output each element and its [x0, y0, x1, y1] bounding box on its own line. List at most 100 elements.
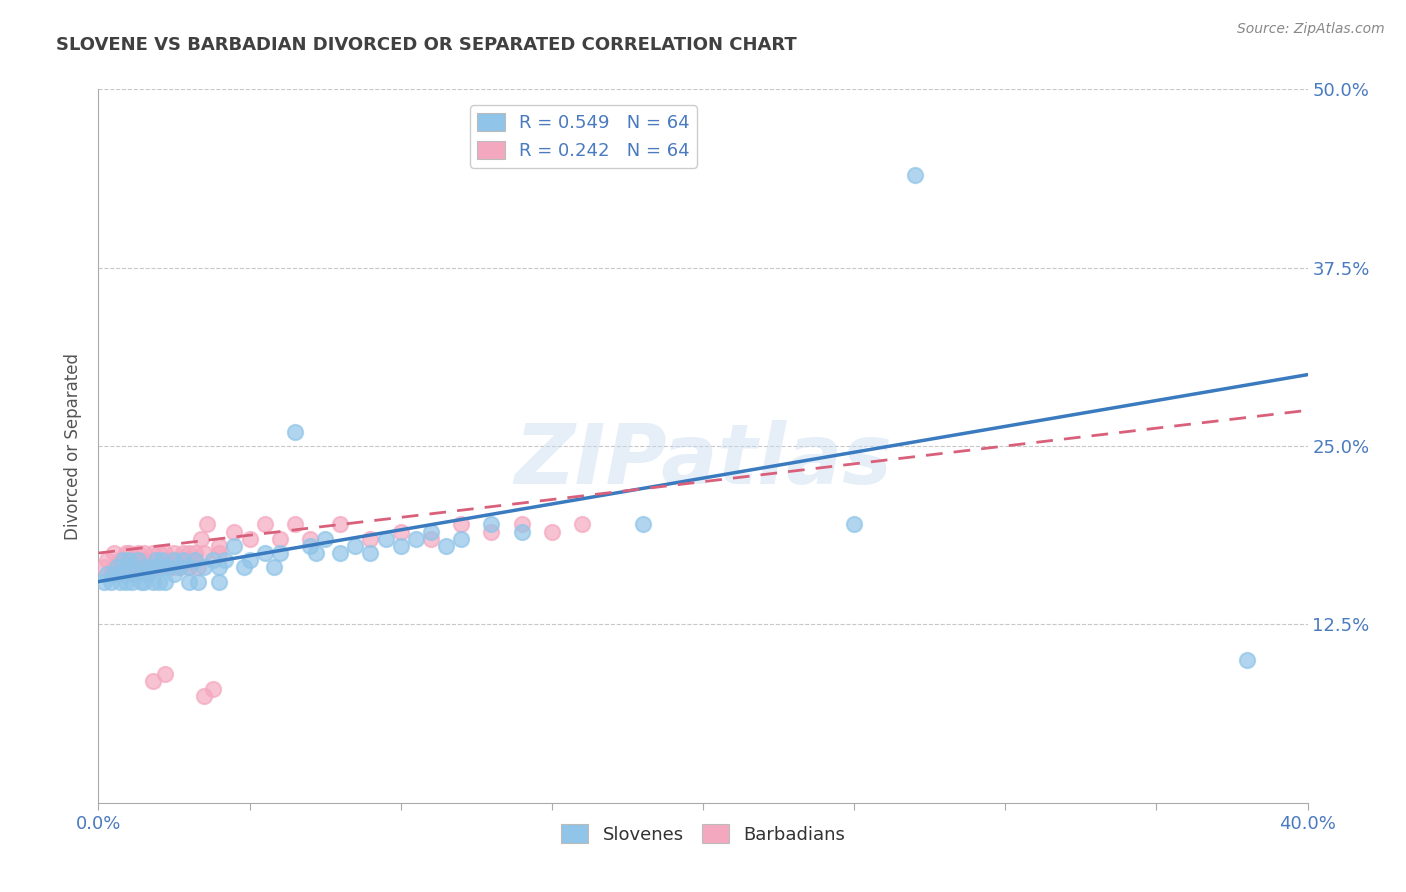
Point	[284, 425, 307, 439]
Point	[153, 667, 176, 681]
Point	[108, 553, 131, 567]
Point	[269, 532, 291, 546]
Point	[202, 553, 225, 567]
Point	[121, 567, 143, 582]
Point	[163, 546, 186, 560]
Point	[208, 560, 231, 574]
Point	[156, 553, 179, 567]
Point	[184, 546, 207, 560]
Point	[139, 560, 162, 574]
Y-axis label: Divorced or Separated: Divorced or Separated	[65, 352, 83, 540]
Point	[93, 560, 115, 574]
Point	[284, 517, 307, 532]
Point	[405, 532, 427, 546]
Point	[179, 560, 201, 574]
Point	[510, 524, 533, 539]
Point	[844, 517, 866, 532]
Point	[179, 560, 201, 574]
Point	[96, 553, 118, 567]
Point	[208, 539, 231, 553]
Point	[360, 546, 382, 560]
Point	[540, 524, 562, 539]
Point	[124, 553, 146, 567]
Point	[571, 517, 593, 532]
Point	[160, 560, 183, 574]
Point	[150, 553, 173, 567]
Point	[153, 546, 176, 560]
Point	[232, 560, 254, 574]
Point	[111, 567, 134, 582]
Point	[263, 560, 285, 574]
Point	[269, 546, 291, 560]
Point	[118, 546, 141, 560]
Point	[108, 574, 131, 589]
Point	[172, 546, 194, 560]
Point	[187, 574, 209, 589]
Point	[389, 524, 412, 539]
Point	[904, 168, 927, 182]
Point	[132, 574, 155, 589]
Point	[103, 567, 125, 582]
Point	[195, 517, 218, 532]
Point	[129, 574, 152, 589]
Point	[145, 553, 167, 567]
Point	[187, 560, 209, 574]
Point	[374, 532, 396, 546]
Point	[202, 681, 225, 696]
Point	[239, 532, 262, 546]
Point	[96, 567, 118, 582]
Point	[150, 560, 173, 574]
Point	[163, 553, 186, 567]
Point	[142, 560, 165, 574]
Point	[299, 532, 322, 546]
Point	[103, 560, 125, 574]
Point	[100, 574, 122, 589]
Point	[142, 674, 165, 689]
Point	[193, 689, 215, 703]
Point	[132, 546, 155, 560]
Point	[434, 539, 457, 553]
Point	[193, 546, 215, 560]
Point	[481, 517, 503, 532]
Point	[360, 532, 382, 546]
Point	[179, 546, 201, 560]
Point	[420, 532, 443, 546]
Point	[450, 532, 472, 546]
Point	[139, 560, 162, 574]
Point	[420, 524, 443, 539]
Point	[510, 517, 533, 532]
Point	[114, 546, 136, 560]
Point	[184, 553, 207, 567]
Point	[305, 546, 328, 560]
Point	[224, 539, 246, 553]
Point	[129, 560, 152, 574]
Point	[111, 560, 134, 574]
Point	[135, 567, 157, 582]
Point	[174, 553, 197, 567]
Point	[481, 524, 503, 539]
Point	[127, 553, 149, 567]
Text: Source: ZipAtlas.com: Source: ZipAtlas.com	[1237, 22, 1385, 37]
Point	[127, 546, 149, 560]
Point	[299, 539, 322, 553]
Point	[124, 567, 146, 582]
Point	[111, 553, 134, 567]
Point	[93, 574, 115, 589]
Point	[239, 553, 262, 567]
Point	[314, 532, 336, 546]
Point	[169, 560, 191, 574]
Point	[118, 560, 141, 574]
Point	[121, 574, 143, 589]
Point	[631, 517, 654, 532]
Point	[100, 567, 122, 582]
Point	[153, 574, 176, 589]
Point	[145, 553, 167, 567]
Point	[181, 553, 204, 567]
Point	[172, 553, 194, 567]
Point	[142, 546, 165, 560]
Point	[450, 517, 472, 532]
Point	[132, 560, 155, 574]
Point	[118, 553, 141, 567]
Point	[208, 574, 231, 589]
Point	[253, 517, 276, 532]
